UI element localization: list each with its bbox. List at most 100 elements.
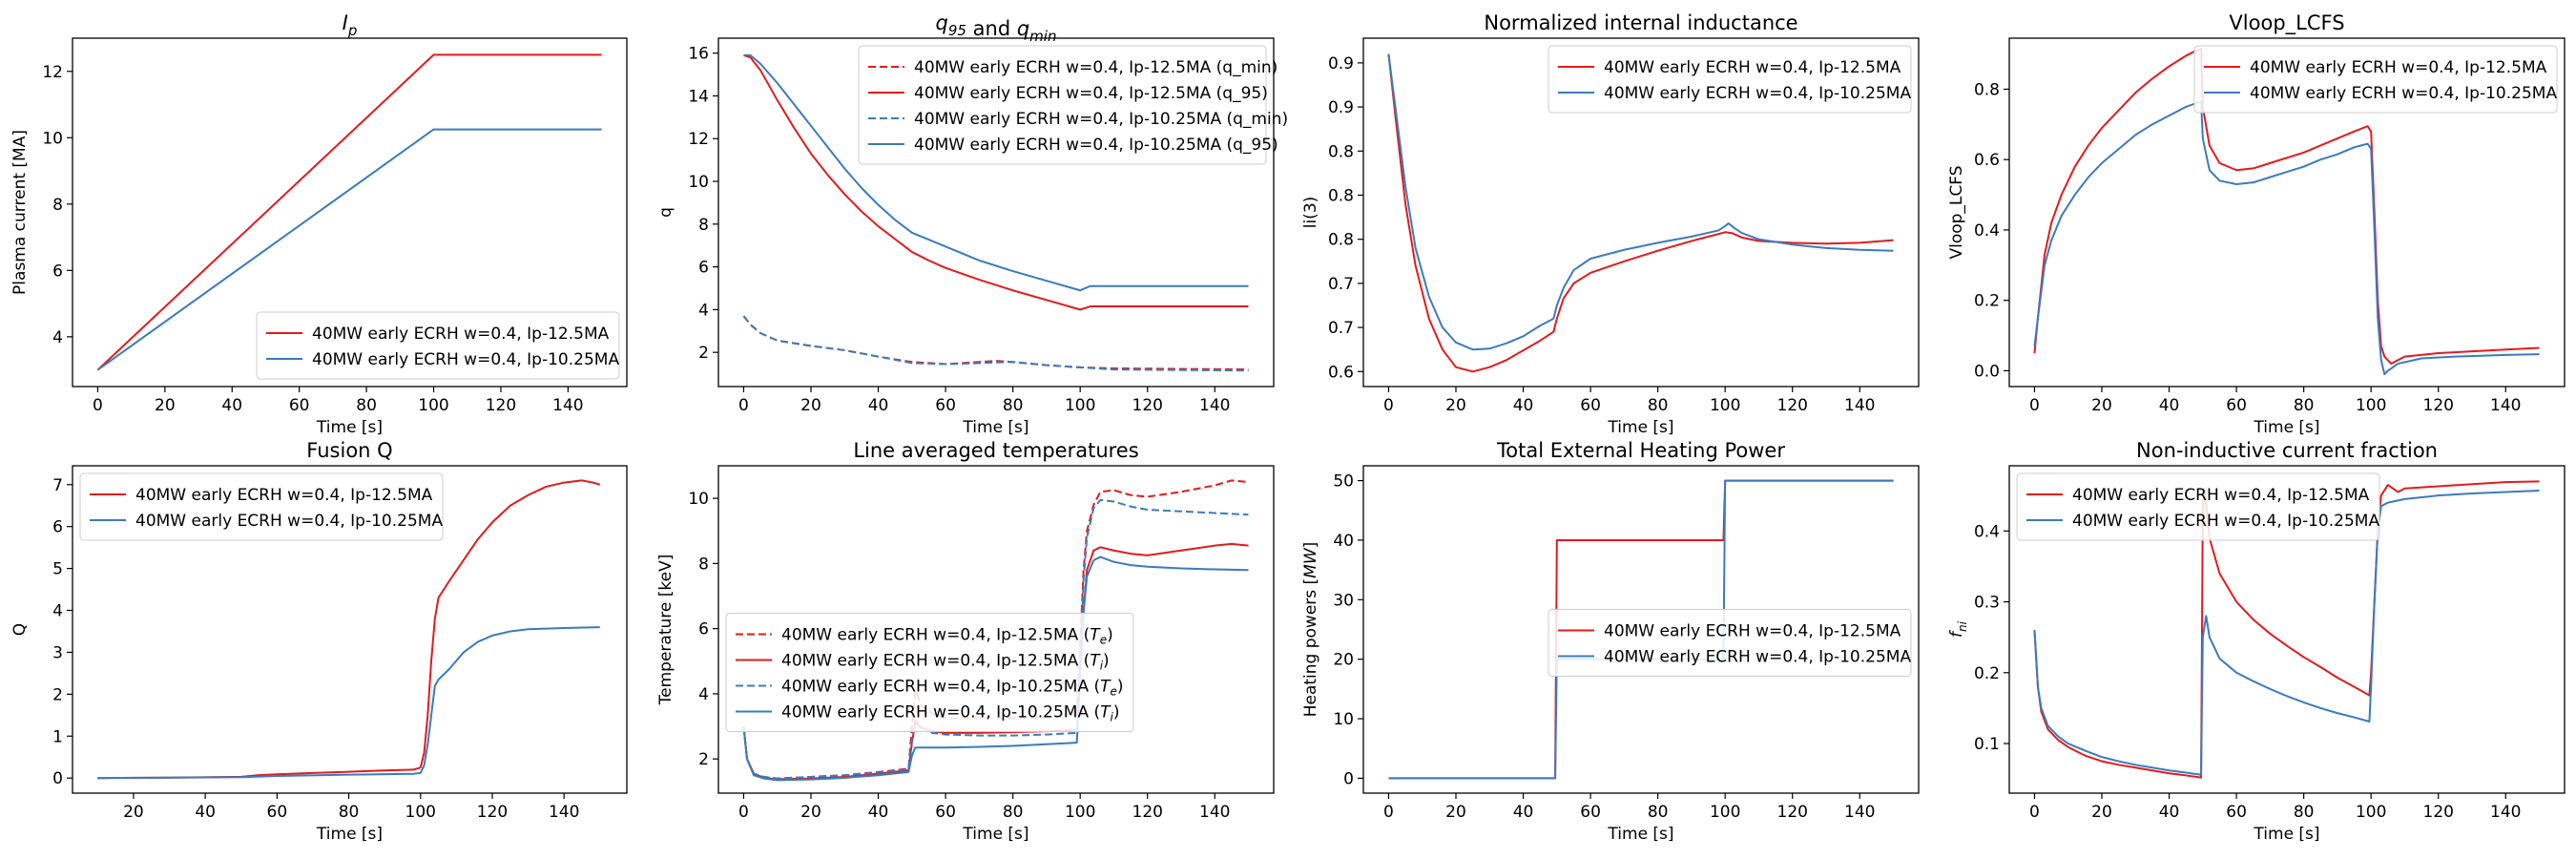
x-tick-label: 60 bbox=[935, 396, 956, 415]
y-tick-label: 0.4 bbox=[1974, 522, 2000, 541]
chart-title: q95 and qmin bbox=[936, 11, 1057, 45]
y-tick-label: 10 bbox=[1333, 710, 1354, 729]
y-tick-label: 10 bbox=[688, 490, 709, 509]
x-tick-label: 100 bbox=[405, 803, 436, 822]
x-tick-label: 120 bbox=[2423, 396, 2454, 415]
x-tick-label: 80 bbox=[1648, 803, 1669, 822]
legend-label: 40MW early ECRH w=0.4, Ip-10.25MA (Ti) bbox=[781, 703, 1119, 724]
series-line-2 bbox=[97, 626, 600, 780]
x-tick-label: 80 bbox=[1003, 396, 1024, 415]
legend-label: 40MW early ECRH w=0.4, Ip-12.5MA (Te) bbox=[781, 626, 1113, 647]
x-tick-label: 60 bbox=[1580, 803, 1601, 822]
legend-label: 40MW early ECRH w=0.4, Ip-12.5MA bbox=[312, 325, 610, 344]
x-tick-label: 120 bbox=[486, 396, 516, 415]
y-axis-label: Vloop_LCFS bbox=[1947, 165, 1966, 259]
y-tick-label: 12 bbox=[42, 63, 63, 82]
y-tick-label: 0.8 bbox=[1328, 231, 1354, 250]
x-tick-label: 20 bbox=[800, 396, 821, 415]
x-tick-label: 120 bbox=[1777, 396, 1808, 415]
chart-panel-3: Normalized internal inductance 0 20 40 60 80 1… bbox=[1301, 11, 1920, 437]
chart-panel-5: Fusion Q 20 40 60 80 100 120 140 0 1 2 3 4 5 6 7 Time [s… bbox=[10, 439, 628, 844]
series-line-2 bbox=[742, 542, 1249, 781]
y-tick-label: 4 bbox=[698, 685, 709, 704]
x-tick-label: 120 bbox=[1132, 396, 1163, 415]
x-tick-label: 80 bbox=[339, 803, 360, 822]
y-tick-label: 0.6 bbox=[1974, 151, 2000, 170]
legend-label: 40MW early ECRH w=0.4, Ip-10.25MA bbox=[135, 512, 443, 531]
x-tick-label: 40 bbox=[2159, 396, 2180, 415]
x-axis-label: Time [s] bbox=[2253, 418, 2319, 437]
x-tick-label: 100 bbox=[1710, 396, 1740, 415]
y-tick-label: 0.7 bbox=[1328, 275, 1354, 294]
x-axis-label: Time [s] bbox=[1607, 418, 1673, 437]
x-tick-label: 60 bbox=[1580, 396, 1601, 415]
legend-label: 40MW early ECRH w=0.4, Ip-12.5MA (q_95) bbox=[914, 84, 1268, 103]
x-tick-label: 140 bbox=[549, 803, 579, 822]
x-tick-label: 80 bbox=[1003, 803, 1024, 822]
chart-title: Total External Heating Power bbox=[1496, 439, 1785, 462]
x-tick-label: 100 bbox=[418, 396, 448, 415]
legend-label: 40MW early ECRH w=0.4, Ip-10.25MA bbox=[2250, 84, 2557, 103]
y-tick-label: 12 bbox=[688, 130, 709, 149]
series-line-1 bbox=[2033, 480, 2540, 779]
x-tick-label: 40 bbox=[221, 396, 242, 415]
legend-box bbox=[79, 472, 444, 541]
y-axis-label: li(3) bbox=[1301, 197, 1320, 229]
x-tick-label: 100 bbox=[2356, 803, 2386, 822]
y-tick-label: 0.7 bbox=[1328, 319, 1354, 338]
series-line-4 bbox=[742, 555, 1249, 782]
y-tick-label: 30 bbox=[1333, 591, 1354, 610]
legend-box bbox=[1548, 45, 1912, 114]
x-tick-label: 40 bbox=[2159, 803, 2180, 822]
series-line-2 bbox=[2033, 489, 2540, 776]
y-tick-label: 0.9 bbox=[1328, 54, 1354, 73]
x-tick-label: 140 bbox=[1844, 396, 1875, 415]
x-tick-label: 140 bbox=[2490, 396, 2521, 415]
chart-title: Line averaged temperatures bbox=[853, 439, 1138, 462]
plot-frame bbox=[2008, 37, 2566, 388]
y-axis-label: Temperature [keV] bbox=[656, 555, 675, 706]
legend-label: 40MW early ECRH w=0.4, Ip-10.25MA bbox=[2072, 512, 2379, 531]
legend-label: 40MW early ECRH w=0.4, Ip-10.25MA (q_95) bbox=[914, 136, 1278, 155]
x-tick-label: 0 bbox=[738, 803, 749, 822]
legend-label: 40MW early ECRH w=0.4, Ip-10.25MA bbox=[1604, 648, 1911, 667]
x-tick-label: 140 bbox=[1844, 803, 1875, 822]
x-tick-label: 20 bbox=[2091, 803, 2112, 822]
y-tick-label: 0.8 bbox=[1974, 80, 2000, 99]
y-tick-label: 4 bbox=[698, 301, 709, 320]
y-tick-label: 8 bbox=[52, 196, 63, 215]
x-axis-label: Time [s] bbox=[316, 825, 383, 844]
y-tick-label: 0.2 bbox=[1974, 664, 2000, 683]
x-tick-label: 20 bbox=[800, 803, 821, 822]
series-line-3 bbox=[742, 315, 1249, 372]
y-tick-label: 6 bbox=[698, 620, 709, 639]
x-tick-label: 20 bbox=[1445, 803, 1466, 822]
y-tick-label: 0.0 bbox=[1974, 362, 2000, 381]
plot-frame bbox=[717, 37, 1275, 388]
y-tick-label: 0 bbox=[1343, 769, 1354, 788]
y-axis-label: q bbox=[656, 207, 675, 218]
y-tick-label: 16 bbox=[688, 45, 709, 64]
legend-box bbox=[725, 613, 1134, 732]
chart-title: Ip bbox=[343, 11, 358, 39]
x-axis-label: Time [s] bbox=[1607, 825, 1673, 844]
x-tick-label: 40 bbox=[1513, 803, 1534, 822]
legend: 40MW early ECRH w=0.4, Ip-12.5MA 40MW ear… bbox=[1548, 45, 1912, 114]
x-tick-label: 0 bbox=[1383, 396, 1394, 415]
x-tick-label: 60 bbox=[935, 803, 956, 822]
y-axis-label: Heating powers [MW] bbox=[1301, 542, 1320, 718]
chart-panel-6: Line averaged temperatures 0 20 40 60 80 100 12… bbox=[656, 439, 1275, 844]
x-tick-label: 80 bbox=[2294, 803, 2315, 822]
legend-label: 40MW early ECRH w=0.4, Ip-12.5MA bbox=[135, 486, 433, 505]
y-tick-label: 4 bbox=[52, 602, 63, 621]
y-tick-label: 4 bbox=[52, 328, 63, 347]
legend-label: 40MW early ECRH w=0.4, Ip-10.25MA bbox=[1604, 84, 1911, 103]
y-tick-label: 5 bbox=[52, 560, 63, 579]
series-line-4 bbox=[743, 53, 1249, 292]
x-axis-label: Time [s] bbox=[962, 418, 1028, 437]
x-tick-label: 40 bbox=[868, 396, 889, 415]
x-tick-label: 0 bbox=[2029, 803, 2040, 822]
x-tick-label: 40 bbox=[1513, 396, 1534, 415]
